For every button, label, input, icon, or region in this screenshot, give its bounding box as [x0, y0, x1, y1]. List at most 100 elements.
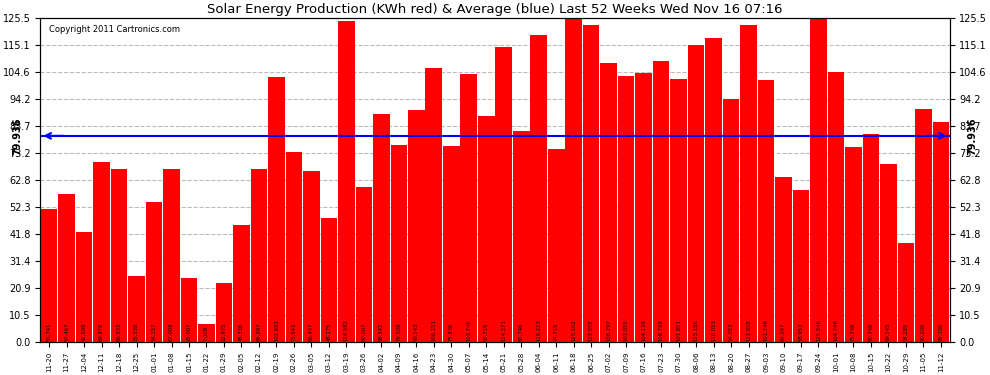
Bar	[723, 99, 740, 342]
Bar	[495, 47, 512, 342]
Text: 69.978: 69.978	[99, 322, 104, 341]
Bar	[268, 77, 285, 342]
Text: 74.715: 74.715	[553, 322, 558, 341]
Bar	[793, 190, 809, 342]
Text: 66.897: 66.897	[256, 322, 261, 341]
Bar	[688, 45, 705, 342]
Bar	[426, 68, 443, 342]
Text: 81.746: 81.746	[519, 322, 524, 341]
Bar	[565, 20, 582, 342]
Text: 104.139: 104.139	[642, 319, 646, 341]
Text: 123.055: 123.055	[589, 319, 594, 341]
Bar	[828, 72, 844, 342]
Text: 125.546: 125.546	[816, 319, 821, 341]
Text: 115.186: 115.186	[694, 319, 699, 341]
Text: 58.953: 58.953	[799, 322, 804, 341]
Text: 101.746: 101.746	[763, 319, 768, 341]
Bar	[898, 243, 914, 342]
Text: 45.338: 45.338	[239, 322, 244, 341]
Text: 51.741: 51.741	[47, 322, 51, 341]
Text: 108.788: 108.788	[658, 319, 663, 341]
Text: 102.692: 102.692	[274, 319, 279, 341]
Bar	[652, 62, 669, 342]
Text: 114.271: 114.271	[501, 319, 506, 341]
Bar	[146, 202, 162, 342]
Bar	[390, 145, 407, 342]
Bar	[338, 21, 354, 342]
Text: 79.936: 79.936	[12, 117, 22, 154]
Bar	[845, 147, 861, 342]
Bar	[250, 170, 267, 342]
Bar	[775, 177, 792, 342]
Bar	[810, 18, 827, 342]
Bar	[181, 278, 197, 342]
Text: 38.285: 38.285	[904, 322, 909, 341]
Bar	[93, 162, 110, 342]
Text: 104.746: 104.746	[834, 319, 839, 341]
Bar	[670, 80, 687, 342]
Bar	[618, 76, 635, 342]
Text: 85.300: 85.300	[939, 322, 943, 341]
Bar	[583, 25, 600, 342]
Bar	[41, 209, 57, 342]
Bar	[478, 116, 495, 342]
Bar	[216, 283, 233, 342]
Text: 125.102: 125.102	[571, 319, 576, 341]
Text: 42.598: 42.598	[81, 322, 86, 341]
Text: 67.008: 67.008	[169, 322, 174, 341]
Text: 75.746: 75.746	[851, 322, 856, 341]
Text: 7.009: 7.009	[204, 326, 209, 341]
Bar	[373, 114, 390, 342]
Text: 57.467: 57.467	[64, 322, 69, 341]
Bar	[285, 152, 302, 342]
Bar	[355, 187, 372, 342]
Bar	[163, 169, 180, 342]
Bar	[862, 134, 879, 342]
Text: 64.047: 64.047	[781, 322, 786, 341]
Text: 94.053: 94.053	[729, 322, 734, 341]
Text: 118.053: 118.053	[711, 319, 716, 341]
Bar	[880, 164, 897, 342]
Bar	[408, 110, 425, 342]
Bar	[531, 34, 547, 342]
Text: 103.055: 103.055	[624, 319, 629, 341]
Bar	[234, 225, 249, 342]
Bar	[741, 25, 756, 342]
Text: 69.145: 69.145	[886, 322, 891, 341]
Text: 123.055: 123.055	[746, 319, 751, 341]
Bar	[757, 80, 774, 342]
Bar	[460, 74, 477, 342]
Bar	[443, 146, 459, 342]
Bar	[705, 38, 722, 342]
Text: 88.542: 88.542	[379, 322, 384, 341]
Bar	[513, 131, 530, 342]
Text: 66.933: 66.933	[117, 322, 122, 341]
Bar	[111, 170, 128, 342]
Text: 108.297: 108.297	[606, 319, 611, 341]
Text: 22.975: 22.975	[222, 322, 227, 341]
Text: 66.447: 66.447	[309, 322, 314, 341]
Bar	[915, 110, 932, 342]
Title: Solar Energy Production (KWh red) & Average (blue) Last 52 Weeks Wed Nov 16 07:1: Solar Energy Production (KWh red) & Aver…	[207, 3, 783, 16]
Bar	[198, 324, 215, 342]
Bar	[636, 74, 652, 342]
Text: 90.143: 90.143	[414, 322, 419, 341]
Text: 25.538: 25.538	[134, 322, 139, 341]
Text: 48.175: 48.175	[327, 322, 332, 341]
Text: 124.582: 124.582	[344, 319, 348, 341]
Bar	[58, 194, 75, 342]
Text: Copyright 2011 Cartronics.com: Copyright 2011 Cartronics.com	[50, 25, 180, 34]
Bar	[933, 122, 949, 342]
Text: 90.200: 90.200	[921, 322, 926, 341]
Text: 54.157: 54.157	[151, 322, 156, 341]
Bar	[547, 149, 564, 342]
Text: 103.746: 103.746	[466, 319, 471, 341]
Text: 76.508: 76.508	[396, 322, 401, 341]
Text: 79.936: 79.936	[968, 117, 978, 154]
Text: 75.836: 75.836	[448, 322, 453, 341]
Text: 101.851: 101.851	[676, 319, 681, 341]
Text: 119.223: 119.223	[537, 319, 542, 341]
Text: 106.151: 106.151	[432, 319, 437, 341]
Text: 25.007: 25.007	[186, 322, 191, 341]
Text: 80.746: 80.746	[868, 322, 873, 341]
